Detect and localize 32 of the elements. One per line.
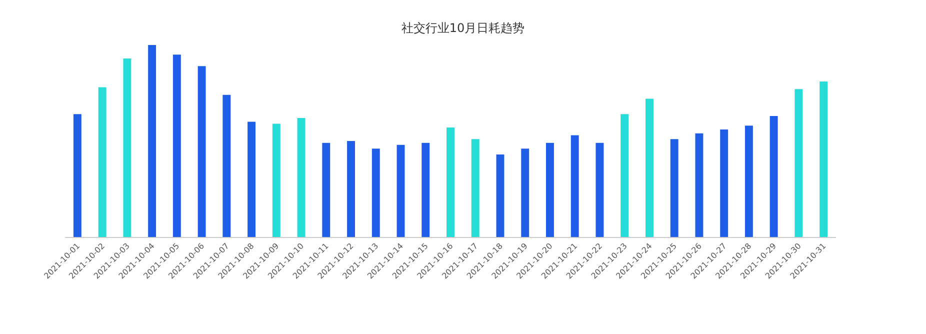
bar <box>471 139 480 237</box>
bar <box>521 148 530 237</box>
bar <box>396 144 405 237</box>
bar <box>496 154 504 237</box>
bar <box>570 135 579 237</box>
bar <box>198 66 206 237</box>
bar <box>670 139 678 237</box>
bar <box>123 58 132 237</box>
bar <box>695 133 704 237</box>
bar <box>73 114 82 237</box>
bar <box>820 81 828 237</box>
bar <box>347 141 355 237</box>
bar <box>248 122 256 237</box>
bar <box>98 87 106 237</box>
bar <box>372 148 380 237</box>
bar <box>172 54 181 237</box>
bar <box>297 118 306 237</box>
bar <box>322 142 330 237</box>
bar <box>720 129 728 237</box>
bar <box>422 142 430 237</box>
bar <box>272 124 280 237</box>
bar <box>794 89 803 237</box>
bar <box>446 128 454 237</box>
bar <box>645 98 654 237</box>
bar <box>596 142 604 237</box>
bar <box>620 114 629 237</box>
bar <box>222 94 231 237</box>
bar <box>770 116 778 237</box>
chart-title: 社交行业10月日耗趋势 <box>401 20 525 35</box>
bar <box>744 126 753 237</box>
bar <box>546 142 554 237</box>
bar <box>148 45 156 237</box>
